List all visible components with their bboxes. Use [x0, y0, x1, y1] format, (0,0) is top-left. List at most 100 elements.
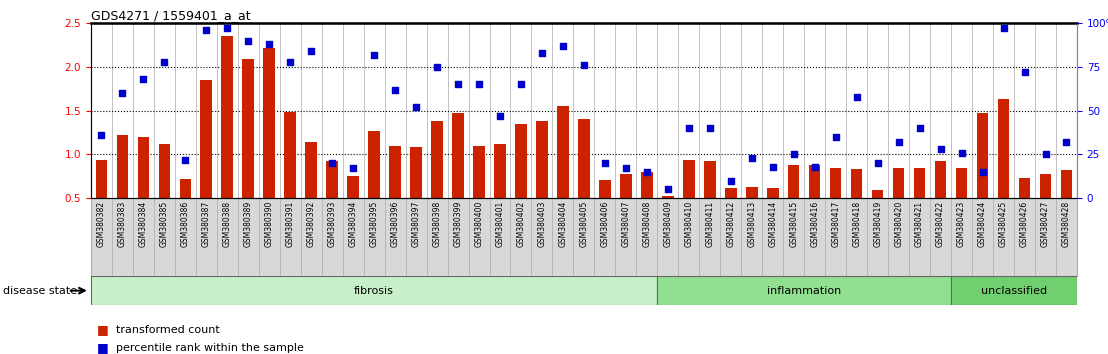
Bar: [95, 160, 107, 198]
Text: ■: ■: [96, 341, 109, 354]
Text: ■: ■: [96, 324, 109, 336]
Point: [827, 134, 844, 140]
FancyBboxPatch shape: [91, 276, 657, 305]
Point: [155, 59, 173, 64]
Bar: [725, 188, 737, 198]
Point: [848, 94, 865, 99]
Text: GSM380410: GSM380410: [685, 201, 694, 247]
Bar: [285, 112, 296, 198]
Text: GSM380411: GSM380411: [706, 201, 715, 247]
Bar: [599, 180, 611, 198]
Bar: [557, 106, 568, 198]
FancyBboxPatch shape: [657, 276, 951, 305]
Text: GSM380425: GSM380425: [999, 201, 1008, 247]
Point: [659, 187, 677, 192]
Text: GSM380416: GSM380416: [810, 201, 819, 247]
Bar: [767, 188, 779, 198]
Text: GSM380403: GSM380403: [537, 201, 546, 247]
Point: [218, 25, 236, 31]
Bar: [201, 80, 212, 198]
Point: [680, 125, 698, 131]
Text: GSM380420: GSM380420: [894, 201, 903, 247]
Point: [302, 48, 320, 54]
Point: [366, 52, 383, 57]
Text: GSM380412: GSM380412: [726, 201, 736, 247]
Text: GSM380404: GSM380404: [558, 201, 567, 247]
Bar: [1039, 174, 1051, 198]
Bar: [158, 144, 170, 198]
Text: GSM380419: GSM380419: [873, 201, 882, 247]
Point: [134, 76, 152, 82]
Text: disease state: disease state: [3, 286, 78, 296]
Point: [533, 50, 551, 56]
Point: [974, 169, 992, 175]
Point: [806, 164, 823, 170]
Bar: [452, 113, 464, 198]
Point: [512, 81, 530, 87]
Bar: [914, 169, 925, 198]
Text: GSM380413: GSM380413: [747, 201, 757, 247]
Text: GSM380422: GSM380422: [936, 201, 945, 247]
Bar: [179, 179, 191, 198]
Text: GSM380409: GSM380409: [664, 201, 673, 247]
Text: GSM380388: GSM380388: [223, 201, 232, 247]
Text: GSM380401: GSM380401: [495, 201, 504, 247]
Text: GSM380427: GSM380427: [1042, 201, 1050, 247]
Point: [1016, 69, 1034, 75]
Bar: [956, 167, 967, 198]
Text: GSM380407: GSM380407: [622, 201, 630, 247]
Text: GSM380415: GSM380415: [789, 201, 798, 247]
Text: GSM380397: GSM380397: [411, 201, 421, 247]
Bar: [893, 169, 904, 198]
Text: GSM380395: GSM380395: [370, 201, 379, 247]
Point: [449, 81, 466, 87]
Text: GSM380387: GSM380387: [202, 201, 211, 247]
Point: [890, 139, 907, 145]
Point: [742, 155, 760, 161]
Point: [491, 113, 509, 119]
Bar: [431, 121, 443, 198]
Bar: [515, 124, 526, 198]
Point: [953, 150, 971, 155]
Point: [387, 87, 404, 92]
Text: GSM380384: GSM380384: [138, 201, 147, 247]
Text: GSM380406: GSM380406: [601, 201, 609, 247]
Text: fibrosis: fibrosis: [355, 286, 394, 296]
Text: GSM380414: GSM380414: [768, 201, 777, 247]
Bar: [473, 146, 485, 198]
Point: [281, 59, 299, 64]
Bar: [222, 36, 233, 198]
Text: GSM380385: GSM380385: [160, 201, 168, 247]
Point: [995, 25, 1013, 31]
Text: GSM380390: GSM380390: [265, 201, 274, 247]
Text: GSM380421: GSM380421: [915, 201, 924, 247]
Text: GDS4271 / 1559401_a_at: GDS4271 / 1559401_a_at: [91, 9, 250, 22]
Point: [638, 169, 656, 175]
Text: GSM380393: GSM380393: [328, 201, 337, 247]
Text: GSM380424: GSM380424: [978, 201, 987, 247]
Bar: [137, 137, 150, 198]
Point: [617, 166, 635, 171]
Bar: [872, 190, 883, 198]
Text: GSM380426: GSM380426: [1020, 201, 1029, 247]
Point: [575, 62, 593, 68]
Bar: [1018, 178, 1030, 198]
Bar: [494, 144, 505, 198]
Text: GSM380428: GSM380428: [1061, 201, 1071, 247]
Point: [911, 125, 929, 131]
Bar: [851, 169, 862, 198]
Point: [260, 41, 278, 47]
Text: GSM380391: GSM380391: [286, 201, 295, 247]
Text: inflammation: inflammation: [767, 286, 841, 296]
Point: [92, 132, 110, 138]
Bar: [704, 161, 716, 198]
Bar: [809, 165, 821, 198]
Text: transformed count: transformed count: [116, 325, 220, 335]
Point: [596, 160, 614, 166]
Bar: [830, 167, 841, 198]
Text: unclassified: unclassified: [981, 286, 1047, 296]
Bar: [620, 174, 632, 198]
Text: GSM380400: GSM380400: [474, 201, 483, 247]
Text: GSM380417: GSM380417: [831, 201, 840, 247]
Text: GSM380399: GSM380399: [453, 201, 462, 247]
